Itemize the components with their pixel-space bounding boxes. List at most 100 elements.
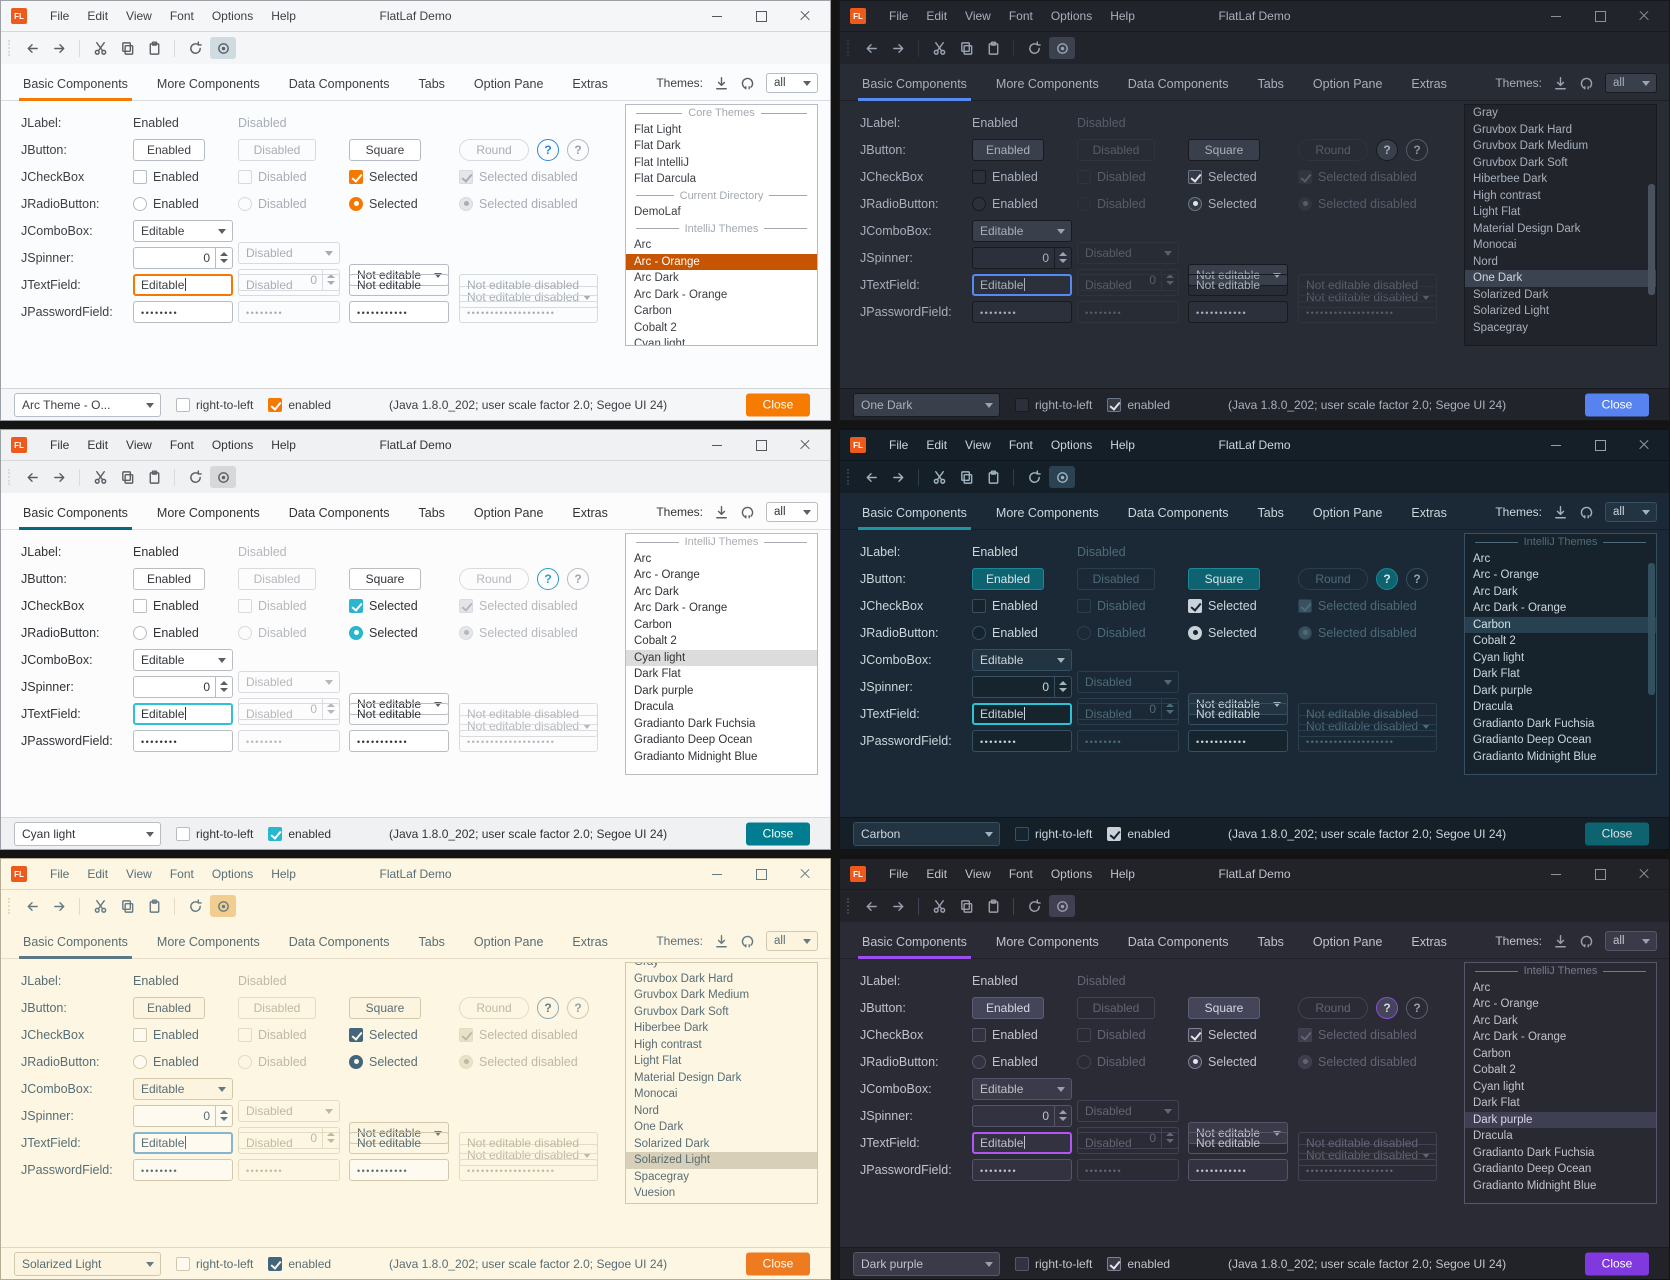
theme-item-gradianto-deep-ocean[interactable]: Gradianto Deep Ocean [1473, 734, 1592, 746]
enabled-button[interactable]: Enabled [972, 996, 1044, 1019]
maximize-icon[interactable] [1593, 438, 1607, 452]
textfield-editable[interactable]: Editable [972, 273, 1072, 296]
tab-option-pane[interactable]: Option Pane [473, 77, 544, 91]
menu-view[interactable]: View [126, 867, 152, 881]
toolbar-grip[interactable] [847, 898, 851, 914]
checkbox-selected[interactable]: Selected [349, 1027, 418, 1042]
theme-item-dracula[interactable]: Dracula [1473, 701, 1513, 713]
tab-tabs[interactable]: Tabs [418, 506, 445, 520]
theme-item-arc-dark[interactable]: Arc Dark [634, 585, 679, 598]
combobox-not-editable[interactable]: Not editable [349, 692, 449, 715]
menu-edit[interactable]: Edit [87, 9, 109, 23]
radio-disabled[interactable]: Disabled [1077, 196, 1146, 211]
spinner-enabled[interactable]: 0 [972, 246, 1072, 269]
theme-item-arc-dark-orange[interactable]: Arc Dark - Orange [1473, 602, 1567, 614]
theme-item-arc-dark[interactable]: Arc Dark [1473, 585, 1518, 598]
theme-item-gradianto-dark-fuchsia[interactable]: Gradianto Dark Fuchsia [1473, 717, 1595, 730]
theme-filter-combo[interactable]: all [766, 502, 818, 522]
combobox-editable[interactable]: Editable [133, 219, 233, 242]
tab-tabs[interactable]: Tabs [418, 77, 445, 91]
theme-item-cobalt-2[interactable]: Cobalt 2 [634, 635, 677, 647]
theme-item-gruvbox-dark-medium[interactable]: Gruvbox Dark Medium [1473, 140, 1589, 152]
tab-basic-components[interactable]: Basic Components [854, 77, 975, 101]
checkbox-selected-disabled[interactable]: Selected disabled [459, 598, 578, 613]
combobox-editable[interactable]: Editable [133, 1077, 233, 1100]
menu-view[interactable]: View [126, 9, 152, 23]
theme-combo[interactable]: Carbon [853, 821, 1000, 846]
toolbar-grip[interactable] [847, 469, 851, 485]
tab-extras[interactable]: Extras [572, 506, 608, 520]
menu-file[interactable]: File [50, 438, 70, 452]
enabled-checkbox[interactable]: enabled [1107, 1256, 1170, 1271]
radio-disabled[interactable]: Disabled [238, 196, 307, 211]
combobox-editable[interactable]: Editable [133, 648, 233, 671]
tab-extras[interactable]: Extras [572, 77, 608, 91]
copy-icon[interactable] [954, 895, 978, 917]
tab-data-components[interactable]: Data Components [1127, 506, 1229, 520]
theme-item-solarized-light[interactable]: Solarized Light [626, 1152, 817, 1169]
tab-option-pane[interactable]: Option Pane [1312, 77, 1383, 91]
theme-item-dark-purple[interactable]: Dark purple [1465, 1111, 1656, 1128]
help-button-1[interactable]: ? [537, 996, 559, 1019]
theme-item-hiberbee-dark[interactable]: Hiberbee Dark [634, 1022, 709, 1034]
combobox-editable[interactable]: Editable [972, 219, 1072, 242]
forward-icon[interactable] [886, 37, 910, 59]
passwordfield-1[interactable]: •••••••• [133, 1158, 233, 1181]
checkbox-disabled[interactable]: Disabled [1077, 169, 1146, 184]
textfield-not-editable[interactable]: Not editable [349, 1131, 449, 1154]
textfield-editable[interactable]: Editable [972, 702, 1072, 725]
theme-item-spacegray[interactable]: Spacegray [634, 1170, 689, 1183]
radio-enabled[interactable]: Enabled [972, 196, 1038, 211]
spinner-enabled[interactable]: 0 [133, 675, 233, 698]
enabled-button[interactable]: Enabled [133, 567, 205, 590]
maximize-icon[interactable] [754, 9, 768, 23]
refresh-icon[interactable] [183, 37, 207, 59]
theme-item-cyan-light[interactable]: Cyan light [1473, 651, 1525, 664]
checkbox-selected-disabled[interactable]: Selected disabled [1298, 598, 1417, 613]
github-icon[interactable] [1579, 505, 1594, 520]
cut-icon[interactable] [88, 895, 112, 917]
help-button-1[interactable]: ? [1376, 996, 1398, 1019]
theme-item-arc[interactable]: Arc [1473, 981, 1491, 994]
theme-item-light-flat[interactable]: Light Flat [1473, 206, 1521, 218]
help-button-2[interactable]: ? [567, 138, 589, 161]
theme-item-dark-flat[interactable]: Dark Flat [634, 668, 681, 680]
minimize-icon[interactable] [1549, 867, 1563, 881]
menu-font[interactable]: Font [1008, 9, 1033, 23]
minimize-icon[interactable] [1549, 438, 1563, 452]
theme-filter-combo[interactable]: all [1605, 73, 1657, 93]
tab-tabs[interactable]: Tabs [1257, 935, 1284, 949]
close-window-icon[interactable] [798, 867, 812, 881]
menu-font[interactable]: Font [169, 867, 194, 881]
menu-help[interactable]: Help [1110, 867, 1135, 881]
list-scrollbar-thumb[interactable] [1648, 184, 1655, 295]
radio-enabled[interactable]: Enabled [133, 1054, 199, 1069]
checkbox-selected[interactable]: Selected [349, 598, 418, 613]
theme-item-nord[interactable]: Nord [634, 1104, 659, 1117]
theme-item-solarized-dark[interactable]: Solarized Dark [634, 1137, 710, 1150]
forward-icon[interactable] [47, 895, 71, 917]
combobox-not-editable[interactable]: Not editable [1188, 692, 1288, 715]
menu-view[interactable]: View [965, 438, 991, 452]
passwordfield-1[interactable]: •••••••• [133, 729, 233, 752]
menu-edit[interactable]: Edit [87, 867, 109, 881]
themes-list[interactable]: IntelliJ Themes Arc Arc - Orange Arc Dark Ar… [1464, 962, 1657, 1204]
rtl-checkbox[interactable]: right-to-left [176, 397, 253, 412]
radio-selected[interactable]: Selected [349, 625, 418, 640]
theme-item-dracula[interactable]: Dracula [634, 701, 674, 713]
themes-list[interactable]: Gray Gruvbox Dark Hard Gruvbox Dark Medium… [1464, 104, 1657, 346]
close-window-icon[interactable] [1637, 9, 1651, 23]
theme-item-arc-dark-orange[interactable]: Arc Dark - Orange [634, 288, 728, 301]
theme-item-arc-orange[interactable]: Arc - Orange [634, 569, 700, 581]
close-window-icon[interactable] [798, 9, 812, 23]
passwordfield-1[interactable]: •••••••• [972, 300, 1072, 323]
tab-data-components[interactable]: Data Components [1127, 935, 1229, 949]
back-icon[interactable] [859, 37, 883, 59]
checkbox-selected[interactable]: Selected [1188, 598, 1257, 613]
textfield-not-editable[interactable]: Not editable [349, 273, 449, 296]
download-icon[interactable] [714, 505, 729, 520]
menu-options[interactable]: Options [211, 867, 254, 881]
refresh-icon[interactable] [183, 895, 207, 917]
theme-combo[interactable]: One Dark [853, 392, 1000, 417]
checkbox-enabled[interactable]: Enabled [972, 169, 1038, 184]
